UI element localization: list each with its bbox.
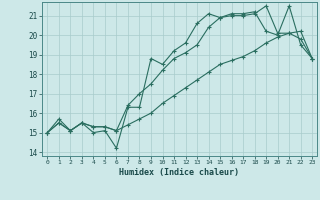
X-axis label: Humidex (Indice chaleur): Humidex (Indice chaleur) <box>119 168 239 177</box>
